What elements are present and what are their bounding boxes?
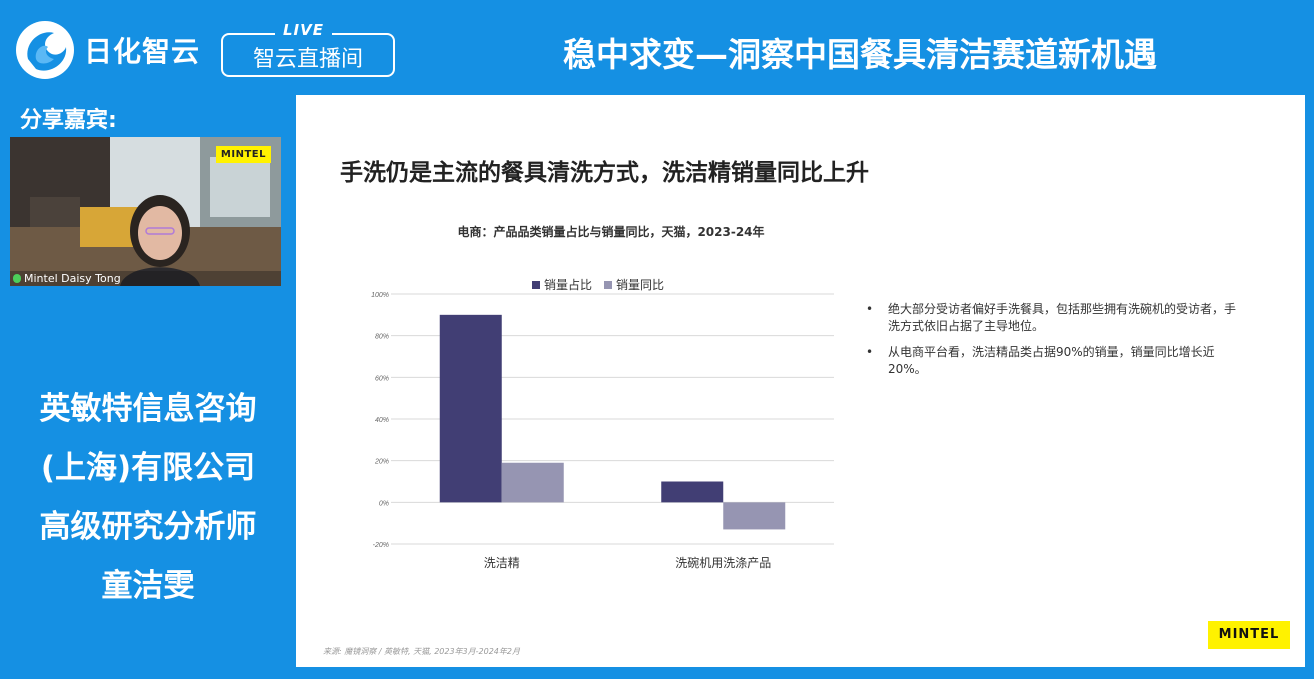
slide-source: 来源: 魔镜洞察 / 英敏特, 天猫, 2023年3月-2024年2月 xyxy=(323,647,520,656)
speaker-role: 高级研究分析师 xyxy=(39,509,257,545)
x-tick-label: 洗碗机用洗涤产品 xyxy=(675,555,771,570)
y-tick-label: 40% xyxy=(375,417,389,424)
page-title: 稳中求变—洞察中国餐具清洁赛道新机遇 xyxy=(563,35,1157,74)
legend-label-yoy: 销量同比 xyxy=(616,278,665,292)
chart-legend: 销量占比 销量同比 xyxy=(532,276,676,293)
bar xyxy=(439,314,502,503)
bar-chart: 100% 80% 60% 40% 20% 0% -20% 洗洁精 洗碗机用洗涤产品 xyxy=(371,292,834,570)
brand-logo: 日化智云 xyxy=(14,18,200,82)
speaker-video[interactable]: MINTEL Mintel Daisy Tong xyxy=(10,137,281,286)
legend-swatch-share xyxy=(532,280,540,289)
slide-bullets: • 绝大部分受访者偏好手洗餐具，包括那些拥有洗碗机的受访者，手洗方式依旧占据了主… xyxy=(866,301,1246,387)
y-tick-label: 100% xyxy=(371,292,389,299)
y-tick-label: -20% xyxy=(373,542,389,549)
guest-label: 分享嘉宾: xyxy=(20,108,117,133)
video-mintel-badge: MINTEL xyxy=(215,146,271,163)
x-tick-label: 洗洁精 xyxy=(484,556,520,570)
legend-item-yoy: 销量同比 xyxy=(604,276,664,293)
live-room-badge: LIVE 智云直播间 xyxy=(221,21,395,77)
mintel-logo: MINTEL xyxy=(1208,621,1290,649)
y-tick-label: 20% xyxy=(374,459,389,466)
slide-title: 手洗仍是主流的餐具清洗方式，洗洁精销量同比上升 xyxy=(340,160,869,186)
bullet-item: • 绝大部分受访者偏好手洗餐具，包括那些拥有洗碗机的受访者，手洗方式依旧占据了主… xyxy=(866,301,1246,335)
video-name-bar: Mintel Daisy Tong xyxy=(10,271,281,286)
speaker-company-line2: (上海)有限公司 xyxy=(40,450,256,486)
video-frame-image xyxy=(10,137,281,286)
legend-label-share: 销量占比 xyxy=(544,278,593,292)
chart-title: 电商：产品品类销量占比与销量同比，天猫，2023-24年 xyxy=(457,225,765,239)
bullet-dot: • xyxy=(866,345,874,359)
bullet-text: 绝大部分受访者偏好手洗餐具，包括那些拥有洗碗机的受访者，手洗方式依旧占据了主导地… xyxy=(888,302,1237,333)
speaker-company-line1: 英敏特信息咨询 xyxy=(39,391,257,427)
mic-icon xyxy=(13,274,21,283)
speaker-name: 童洁雯 xyxy=(101,568,195,604)
y-tick-label: 0% xyxy=(379,500,389,507)
speaker-info: 英敏特信息咨询 (上海)有限公司 高级研究分析师 童洁雯 xyxy=(0,380,296,616)
y-tick-label: 60% xyxy=(375,375,389,382)
live-tag: LIVE xyxy=(275,21,332,39)
legend-item-share: 销量占比 xyxy=(532,276,592,293)
legend-swatch-yoy xyxy=(604,280,613,289)
presentation-slide: 手洗仍是主流的餐具清洗方式，洗洁精销量同比上升 电商：产品品类销量占比与销量同比… xyxy=(296,95,1305,667)
video-participant-name: Mintel Daisy Tong xyxy=(24,272,121,285)
bar xyxy=(661,481,724,503)
bullet-text: 从电商平台看，洗洁精品类占据90%的销量，销量同比增长近20%。 xyxy=(888,345,1215,376)
live-room-label: 智云直播间 xyxy=(252,47,363,72)
bar xyxy=(501,462,564,503)
y-tick-label: 80% xyxy=(375,334,389,341)
droplet-logo-icon xyxy=(16,21,74,79)
bullet-item: • 从电商平台看，洗洁精品类占据90%的销量，销量同比增长近20%。 xyxy=(866,344,1246,378)
bullet-dot: • xyxy=(866,302,874,316)
bar xyxy=(723,502,786,530)
logo-text: 日化智云 xyxy=(84,35,201,68)
